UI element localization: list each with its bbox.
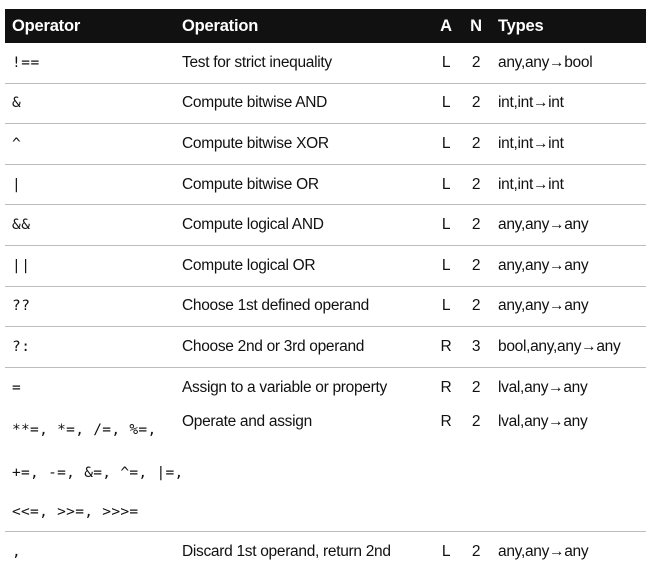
cell-types: any,any→bool bbox=[498, 53, 593, 71]
table-row-continuation: +=, -=, &=, ^=, |=, bbox=[5, 453, 646, 493]
cell-associativity: R bbox=[440, 337, 452, 355]
header-types: Types bbox=[498, 16, 544, 35]
table-body: !== Test for strict inequality L 2 any,a… bbox=[5, 43, 646, 572]
cell-operator: , bbox=[12, 544, 22, 561]
table-row-continuation: <<=, >>=, >>>= bbox=[5, 493, 646, 532]
cell-operator: ?? bbox=[12, 298, 31, 315]
cell-operation: Operate and assign bbox=[182, 413, 312, 431]
cell-types: int,int→int bbox=[498, 175, 564, 193]
cell-associativity: R bbox=[440, 378, 452, 396]
cell-types: lval,any→any bbox=[498, 413, 588, 431]
cell-operation: Compute logical AND bbox=[182, 216, 324, 234]
cell-operation: Compute bitwise AND bbox=[182, 94, 328, 112]
cell-types: int,int→int bbox=[498, 134, 564, 152]
cell-empty bbox=[175, 493, 431, 532]
cell-empty bbox=[175, 453, 431, 493]
table-row: ?? Choose 1st defined operand L 2 any,an… bbox=[5, 286, 646, 327]
cell-types: any,any→any bbox=[498, 297, 589, 315]
cell-operator: ?: bbox=[12, 338, 31, 355]
cell-operand-count: 2 bbox=[471, 53, 481, 71]
cell-operation: Choose 1st defined operand bbox=[182, 297, 369, 315]
cell-operand-count: 3 bbox=[471, 337, 481, 355]
cell-associativity: L bbox=[441, 297, 451, 315]
cell-operator: & bbox=[12, 95, 22, 112]
header-operand-count: N bbox=[470, 16, 482, 35]
cell-types: any,any→any bbox=[498, 543, 589, 561]
cell-associativity: R bbox=[440, 413, 452, 431]
cell-operator: !== bbox=[12, 54, 40, 71]
cell-empty bbox=[461, 493, 491, 532]
cell-associativity: L bbox=[441, 216, 451, 234]
cell-operator: && bbox=[12, 217, 31, 234]
cell-operator-line: +=, -=, &=, ^=, |=, bbox=[12, 465, 184, 482]
cell-operand-count: 2 bbox=[471, 256, 481, 274]
cell-operand-count: 2 bbox=[471, 94, 481, 112]
cell-operator: = bbox=[12, 379, 22, 396]
header-associativity: A bbox=[440, 16, 452, 35]
cell-operator: | bbox=[12, 176, 22, 193]
cell-operation: Compute logical OR bbox=[182, 256, 316, 274]
cell-associativity: L bbox=[441, 543, 451, 561]
cell-types: any,any→any bbox=[498, 256, 589, 274]
cell-empty bbox=[431, 493, 461, 532]
cell-operand-count: 2 bbox=[471, 543, 481, 561]
cell-operand-count: 2 bbox=[471, 297, 481, 315]
cell-operand-count: 2 bbox=[471, 413, 481, 431]
cell-types: any,any→any bbox=[498, 216, 589, 234]
cell-operation: Discard 1st operand, return 2nd bbox=[182, 543, 391, 561]
table-row: , Discard 1st operand, return 2nd L 2 an… bbox=[5, 532, 646, 572]
cell-operation: Compute bitwise OR bbox=[182, 175, 319, 193]
cell-associativity: L bbox=[441, 256, 451, 274]
cell-associativity: L bbox=[441, 175, 451, 193]
operators-table: Operator Operation A N Types !== Test fo… bbox=[5, 9, 646, 572]
cell-operation: Choose 2nd or 3rd operand bbox=[182, 337, 365, 355]
table-row: ?: Choose 2nd or 3rd operand R 3 bool,an… bbox=[5, 327, 646, 368]
table-row: || Compute logical OR L 2 any,any→any bbox=[5, 245, 646, 287]
cell-empty bbox=[491, 493, 646, 532]
table-row: && Compute logical AND L 2 any,any→any bbox=[5, 205, 646, 246]
table-row: & Compute bitwise AND L 2 int,int→int bbox=[5, 83, 646, 124]
table-row: !== Test for strict inequality L 2 any,a… bbox=[5, 43, 646, 84]
table-header: Operator Operation A N Types bbox=[5, 9, 646, 43]
cell-associativity: L bbox=[441, 134, 451, 152]
header-row: Operator Operation A N Types bbox=[5, 9, 646, 43]
cell-empty bbox=[461, 453, 491, 493]
table-row: | Compute bitwise OR L 2 int,int→int bbox=[5, 164, 646, 205]
cell-types: int,int→int bbox=[498, 94, 564, 112]
table-row: ^ Compute bitwise XOR L 2 int,int→int bbox=[5, 124, 646, 165]
cell-empty bbox=[431, 453, 461, 493]
cell-operand-count: 2 bbox=[471, 378, 481, 396]
cell-types: lval,any→any bbox=[498, 378, 588, 396]
cell-operator-line: <<=, >>=, >>>= bbox=[12, 504, 139, 521]
cell-associativity: L bbox=[441, 94, 451, 112]
cell-operation: Test for strict inequality bbox=[182, 53, 332, 71]
header-operator: Operator bbox=[12, 16, 81, 35]
cell-operation: Compute bitwise XOR bbox=[182, 134, 329, 152]
cell-associativity: L bbox=[441, 53, 451, 71]
cell-operand-count: 2 bbox=[471, 134, 481, 152]
header-operation: Operation bbox=[182, 16, 259, 35]
cell-operator: ^ bbox=[12, 135, 22, 152]
cell-operation: Assign to a variable or property bbox=[182, 378, 387, 396]
cell-operator: || bbox=[12, 257, 31, 274]
cell-operand-count: 2 bbox=[471, 175, 481, 193]
table-row: = Assign to a variable or property R 2 l… bbox=[5, 367, 646, 407]
cell-operator-line: **=, *=, /=, %=, bbox=[12, 422, 157, 439]
cell-operand-count: 2 bbox=[471, 216, 481, 234]
cell-empty bbox=[491, 453, 646, 493]
table-row: **=, *=, /=, %=, Operate and assign R 2 … bbox=[5, 407, 646, 453]
cell-types: bool,any,any→any bbox=[498, 337, 621, 355]
